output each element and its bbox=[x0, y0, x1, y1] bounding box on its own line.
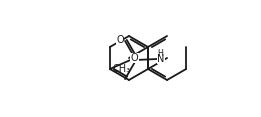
Text: N: N bbox=[157, 54, 165, 64]
Text: H: H bbox=[157, 49, 163, 58]
Text: O: O bbox=[131, 53, 139, 63]
Text: CH₃: CH₃ bbox=[113, 64, 131, 74]
Text: O: O bbox=[116, 35, 124, 45]
